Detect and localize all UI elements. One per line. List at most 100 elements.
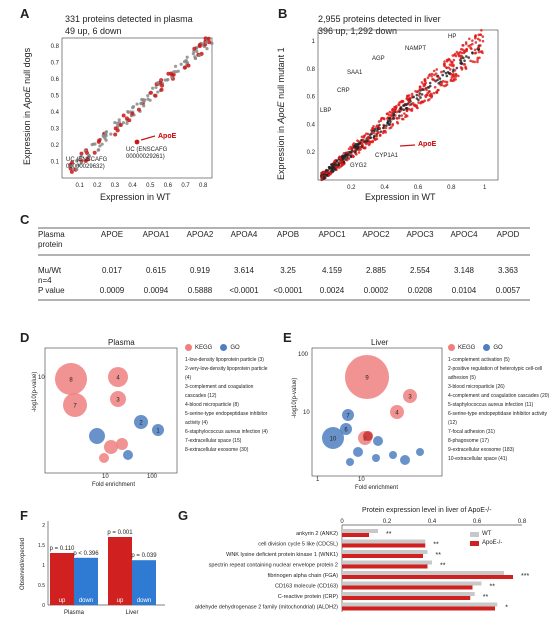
- panel-e-xtick-1: 1: [316, 477, 320, 483]
- term-item: 10-extracellular space (41): [448, 456, 508, 462]
- bar-wt: [342, 581, 482, 586]
- data-point: [410, 92, 414, 96]
- data-point: [323, 171, 326, 174]
- data-point: [113, 132, 118, 137]
- legend-kegg: KEGG: [448, 344, 475, 351]
- data-point: [441, 73, 445, 77]
- panel-label-c: C: [20, 212, 30, 227]
- data-point: [405, 109, 409, 113]
- header-cell: APOA1: [142, 230, 170, 239]
- data-point: [403, 112, 406, 115]
- panel-a-xlabel: Expression in WT: [100, 192, 171, 202]
- data-point: [427, 74, 431, 77]
- x-tick-label: 0.7: [181, 183, 190, 189]
- bubble: [104, 440, 118, 454]
- bar-wt: [342, 529, 378, 533]
- data-point: [426, 98, 430, 102]
- data-point: [445, 66, 448, 70]
- panel-d-xtick-10: 10: [102, 474, 109, 480]
- data-point: [452, 77, 456, 81]
- x-tick-label: 0.4: [128, 183, 137, 189]
- panel-g-title: Protein expression level in liver of Apo…: [362, 507, 492, 514]
- data-point: [104, 130, 109, 134]
- data-point: [373, 129, 376, 133]
- data-point: [156, 90, 160, 94]
- term-item: 8-phagosome (17): [448, 438, 489, 444]
- data-point: [159, 87, 164, 92]
- data-point: [444, 71, 448, 75]
- data-point: [379, 119, 383, 122]
- data-point: [469, 43, 472, 47]
- panel-d-term-list: 1-low-density lipoprotein particle (3) 2-…: [185, 356, 273, 455]
- data-point: [347, 153, 351, 156]
- panel-a-apoe-label: ApoE: [158, 133, 177, 140]
- header-cell: APOA2: [186, 230, 214, 239]
- data-point: [400, 117, 404, 121]
- bubble: [346, 458, 354, 466]
- term-item: 6-staphylococcus aureus infection (4): [185, 429, 268, 435]
- data-point: [350, 152, 353, 156]
- bubble: [108, 367, 128, 387]
- data-point: [148, 90, 153, 95]
- term-item: 1-low-density lipoprotein particle (3): [185, 357, 264, 363]
- protein-label: fibrinogen alpha chain (FGA): [268, 573, 338, 579]
- term-item: 7-focal adhesion (31): [448, 429, 495, 435]
- x-tick-label: 0: [340, 519, 344, 525]
- data-point: [347, 157, 351, 160]
- term-item: 4-complement and coagulation cascades (2…: [448, 393, 550, 399]
- data-point: [421, 88, 425, 91]
- data-point: [395, 120, 399, 124]
- data-point: [87, 153, 91, 157]
- bar-apoe: [342, 575, 513, 579]
- panel-a-title-1: 331 proteins detected in plasma: [65, 14, 193, 24]
- data-point: [436, 78, 439, 82]
- bar-apoe: [342, 533, 369, 537]
- term-item: 9-extracellular exosome (183): [448, 447, 515, 453]
- panel-b-title-1: 2,955 proteins detected in liver: [318, 14, 441, 24]
- data-point: [193, 56, 198, 60]
- data-point: [414, 89, 417, 93]
- data-point: [388, 126, 392, 130]
- data-point: [79, 151, 84, 156]
- data-point: [385, 117, 389, 120]
- data-point: [447, 66, 451, 69]
- y-tick-label: 0.6: [51, 77, 60, 83]
- y-tick-label: 1.5: [38, 543, 45, 549]
- data-point: [451, 70, 455, 73]
- protein-label: cell division cycle 5 like (CDC5L): [258, 542, 338, 548]
- bar-label: down: [137, 598, 151, 604]
- protein-label: spectrin repeat containing nuclear envel…: [209, 563, 338, 569]
- data-point: [443, 64, 446, 68]
- bar-apoe: [342, 543, 426, 548]
- data-point: [366, 132, 370, 136]
- bubble: [340, 423, 352, 435]
- data-point: [204, 40, 209, 45]
- data-point: [327, 173, 331, 177]
- data-point: [186, 63, 191, 68]
- data-point: [481, 51, 484, 55]
- data-point: [335, 159, 339, 163]
- data-point: [384, 126, 388, 130]
- data-point: [206, 36, 211, 41]
- legend-apoe: ApoE-/-: [470, 539, 502, 548]
- data-point: [415, 97, 419, 100]
- x-tick-label: 0.2: [383, 519, 392, 525]
- data-point: [433, 85, 437, 89]
- x-tick-label: 0.5: [146, 183, 155, 189]
- data-point: [444, 80, 447, 84]
- bubble: [134, 415, 148, 429]
- data-point: [136, 107, 141, 112]
- data-point: [476, 58, 479, 62]
- data-point: [323, 175, 326, 179]
- ratio-row-cell: Mu/Wt n=4: [38, 266, 62, 285]
- data-point: [478, 56, 481, 60]
- bubble: [403, 389, 417, 403]
- y-tick-label: 0.4: [51, 110, 60, 116]
- data-point: [422, 82, 425, 86]
- data-point: [342, 160, 346, 164]
- significance-marker: **: [440, 563, 446, 570]
- data-point: [325, 171, 329, 174]
- bubble: [373, 436, 383, 446]
